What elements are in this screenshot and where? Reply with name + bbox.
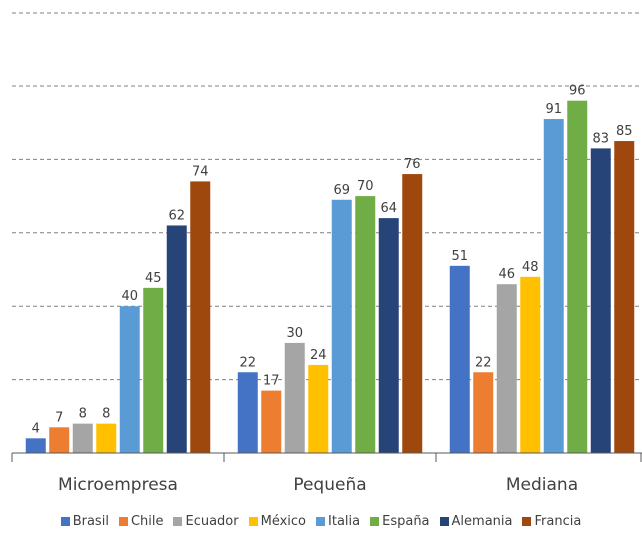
data-label: 76 [404, 157, 421, 172]
data-label: 85 [616, 124, 633, 139]
data-label: 48 [522, 260, 539, 275]
bar [355, 196, 376, 453]
bar [614, 141, 635, 454]
data-label: 96 [569, 84, 586, 99]
bar [449, 265, 470, 453]
data-label: 45 [145, 271, 162, 286]
bar [496, 284, 517, 453]
data-label: 51 [451, 249, 468, 264]
bar [72, 423, 93, 453]
data-label: 69 [333, 183, 350, 198]
legend-swatch [316, 517, 326, 526]
bar [402, 174, 423, 453]
data-label: 91 [545, 102, 562, 117]
bar [520, 276, 541, 453]
data-label: 83 [592, 131, 609, 146]
legend-label: España [382, 514, 430, 529]
bar [261, 390, 282, 453]
data-label: 46 [498, 267, 515, 282]
legend-label: Brasil [72, 514, 109, 529]
bar [567, 100, 588, 454]
bar [49, 427, 70, 453]
bar [25, 438, 46, 453]
bar [143, 287, 164, 453]
bar [119, 306, 140, 453]
legend-swatch [173, 517, 183, 526]
legend-label: Italia [328, 514, 361, 529]
legend-label: Chile [130, 514, 164, 529]
legend-label: Alemania [451, 514, 513, 529]
bar [378, 218, 399, 453]
data-label: 22 [475, 355, 492, 370]
data-label: 17 [263, 374, 280, 389]
legend-item: Alemania [439, 514, 513, 529]
legend-item: Ecuador [173, 514, 239, 529]
data-label: 74 [192, 164, 209, 179]
legend-item: Chile [118, 514, 164, 529]
x-tick-label: Pequeña [293, 475, 366, 495]
data-label: 62 [168, 208, 185, 223]
legend-label: México [260, 514, 307, 529]
legend-item: España [370, 514, 430, 529]
bar [543, 119, 564, 453]
data-label: 30 [286, 326, 303, 341]
data-label: 8 [102, 407, 110, 422]
data-label: 4 [32, 421, 40, 436]
data-label: 7 [55, 410, 63, 425]
bar [166, 225, 187, 453]
legend-item: Italia [316, 514, 360, 529]
data-label: 40 [121, 289, 138, 304]
legend-label: Ecuador [185, 514, 239, 529]
data-label: 70 [357, 179, 374, 194]
legend-swatch [118, 517, 128, 526]
legend-swatch [370, 517, 380, 526]
bar [308, 364, 329, 453]
legend-item: Brasil [60, 514, 109, 529]
legend-item: México [248, 514, 307, 529]
bar [473, 372, 494, 453]
bar [190, 181, 211, 454]
chart-legend: Brasil Chile Ecuador México Italia España Alem… [0, 514, 642, 529]
data-label: 24 [310, 348, 327, 363]
legend-label: Francia [534, 514, 582, 529]
bar [96, 423, 117, 453]
legend-swatch [522, 517, 532, 526]
x-tick-label: Microempresa [58, 475, 178, 495]
legend-swatch [248, 517, 258, 526]
bar [331, 199, 352, 453]
data-label: 64 [380, 201, 397, 216]
x-tick-label: Mediana [506, 475, 578, 495]
legend-item: Francia [522, 514, 581, 529]
legend-swatch [439, 517, 449, 526]
data-label: 8 [79, 407, 87, 422]
legend-swatch [60, 517, 70, 526]
data-label: 22 [239, 355, 256, 370]
bar [284, 342, 305, 453]
bar [237, 372, 258, 453]
bar [590, 148, 611, 453]
